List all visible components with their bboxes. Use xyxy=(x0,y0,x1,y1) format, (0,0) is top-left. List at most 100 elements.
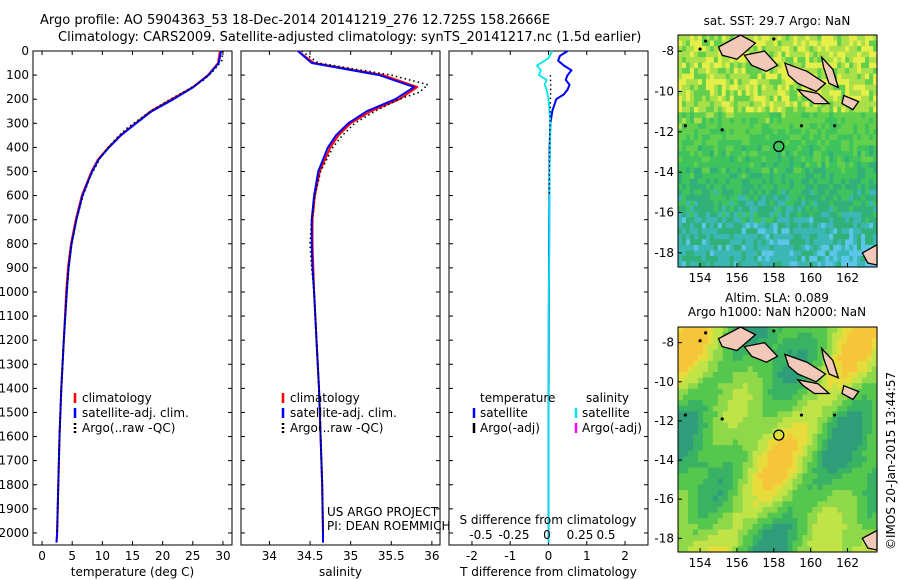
map-cell xyxy=(742,546,749,553)
map-cell xyxy=(813,222,818,229)
map-cell xyxy=(707,450,714,457)
map-cell xyxy=(829,145,834,152)
map-cell xyxy=(822,433,828,441)
map-cell xyxy=(707,377,714,384)
map-cell xyxy=(797,490,803,497)
map-cell xyxy=(805,51,810,58)
map-cell xyxy=(861,123,866,130)
map-cell xyxy=(685,189,691,196)
map-cell xyxy=(697,411,704,418)
map-cell xyxy=(817,507,823,514)
map-cell xyxy=(681,35,687,42)
temperature-legend-label: climatology xyxy=(82,391,152,405)
map-cell xyxy=(741,250,747,257)
map-cell xyxy=(769,200,775,207)
map-cell xyxy=(797,233,802,240)
map-cell xyxy=(829,112,834,119)
map-cell xyxy=(833,206,838,213)
map-cell xyxy=(845,244,850,252)
map-cell xyxy=(849,206,854,213)
map-cell xyxy=(817,484,823,491)
map-cell xyxy=(757,450,764,457)
map-cell xyxy=(702,355,709,362)
map-cell xyxy=(797,101,802,108)
map-cell xyxy=(737,529,744,536)
map-cell xyxy=(713,211,719,218)
map-cell xyxy=(697,57,703,64)
map-cell xyxy=(782,501,789,508)
map-cell xyxy=(789,222,795,229)
map-cell xyxy=(742,422,749,429)
map-cell xyxy=(702,349,709,356)
map-cell xyxy=(757,101,763,108)
map-cell xyxy=(872,501,878,508)
map-cell xyxy=(765,112,771,119)
map-cell xyxy=(741,90,747,97)
map-cell xyxy=(772,400,779,407)
map-cell xyxy=(817,57,822,64)
map-cell xyxy=(802,484,808,491)
map-cell xyxy=(837,73,842,80)
map-cell xyxy=(727,360,734,367)
map-cell xyxy=(752,394,759,401)
map-cell xyxy=(837,338,843,345)
map-cell xyxy=(725,206,731,213)
map-cell xyxy=(821,40,826,47)
map-cell xyxy=(842,417,848,424)
map-cell xyxy=(785,101,791,108)
map-cell xyxy=(852,445,858,452)
map-cell xyxy=(749,117,755,124)
salinity-xtick-label: 34 xyxy=(262,549,277,563)
map-cell xyxy=(705,217,711,224)
map-cell xyxy=(717,422,724,429)
map-cell xyxy=(869,68,874,75)
map-cell xyxy=(837,523,843,531)
map-cell xyxy=(857,46,862,53)
salinity-xlabel: salinity xyxy=(319,565,362,579)
map-cell xyxy=(781,112,787,119)
map-cell xyxy=(847,327,853,334)
map-cell xyxy=(849,84,854,91)
map-cell xyxy=(745,211,751,218)
map-cell xyxy=(678,433,684,441)
map-cell xyxy=(787,422,794,429)
map-cell xyxy=(752,535,759,542)
map-cell xyxy=(682,428,689,435)
map-cell xyxy=(865,228,870,235)
map-cell xyxy=(825,195,830,202)
map-cell xyxy=(722,400,729,407)
map-cell xyxy=(757,162,763,169)
map-cell xyxy=(769,222,775,229)
map-cell xyxy=(777,490,784,497)
map-cell xyxy=(837,162,842,169)
map-cell xyxy=(845,62,850,69)
map-cell xyxy=(685,57,691,64)
map-cell xyxy=(869,189,874,196)
map-cell xyxy=(825,79,830,86)
map-cell xyxy=(749,128,755,136)
map-cell xyxy=(847,546,853,553)
map-cell xyxy=(872,349,878,356)
map-cell xyxy=(812,360,818,367)
map-cell xyxy=(781,35,787,42)
map-cell xyxy=(792,495,798,502)
map-cell xyxy=(747,518,754,525)
map-cell xyxy=(749,239,755,246)
map-cell xyxy=(732,417,739,424)
map-cell xyxy=(692,529,699,536)
map-cell xyxy=(787,484,794,491)
map-cell xyxy=(681,233,687,240)
map-cell xyxy=(689,62,695,69)
map-cell xyxy=(713,195,719,202)
map-cell xyxy=(852,490,858,497)
map-cell xyxy=(681,195,687,202)
map-cell xyxy=(749,90,755,97)
map-cell xyxy=(741,156,747,163)
map-cell xyxy=(757,200,763,207)
map-cell xyxy=(857,355,863,362)
map-cell xyxy=(697,518,704,525)
map-cell xyxy=(707,501,714,508)
map-cell xyxy=(869,195,874,202)
map-cell xyxy=(817,355,823,362)
map-cell xyxy=(757,422,764,429)
